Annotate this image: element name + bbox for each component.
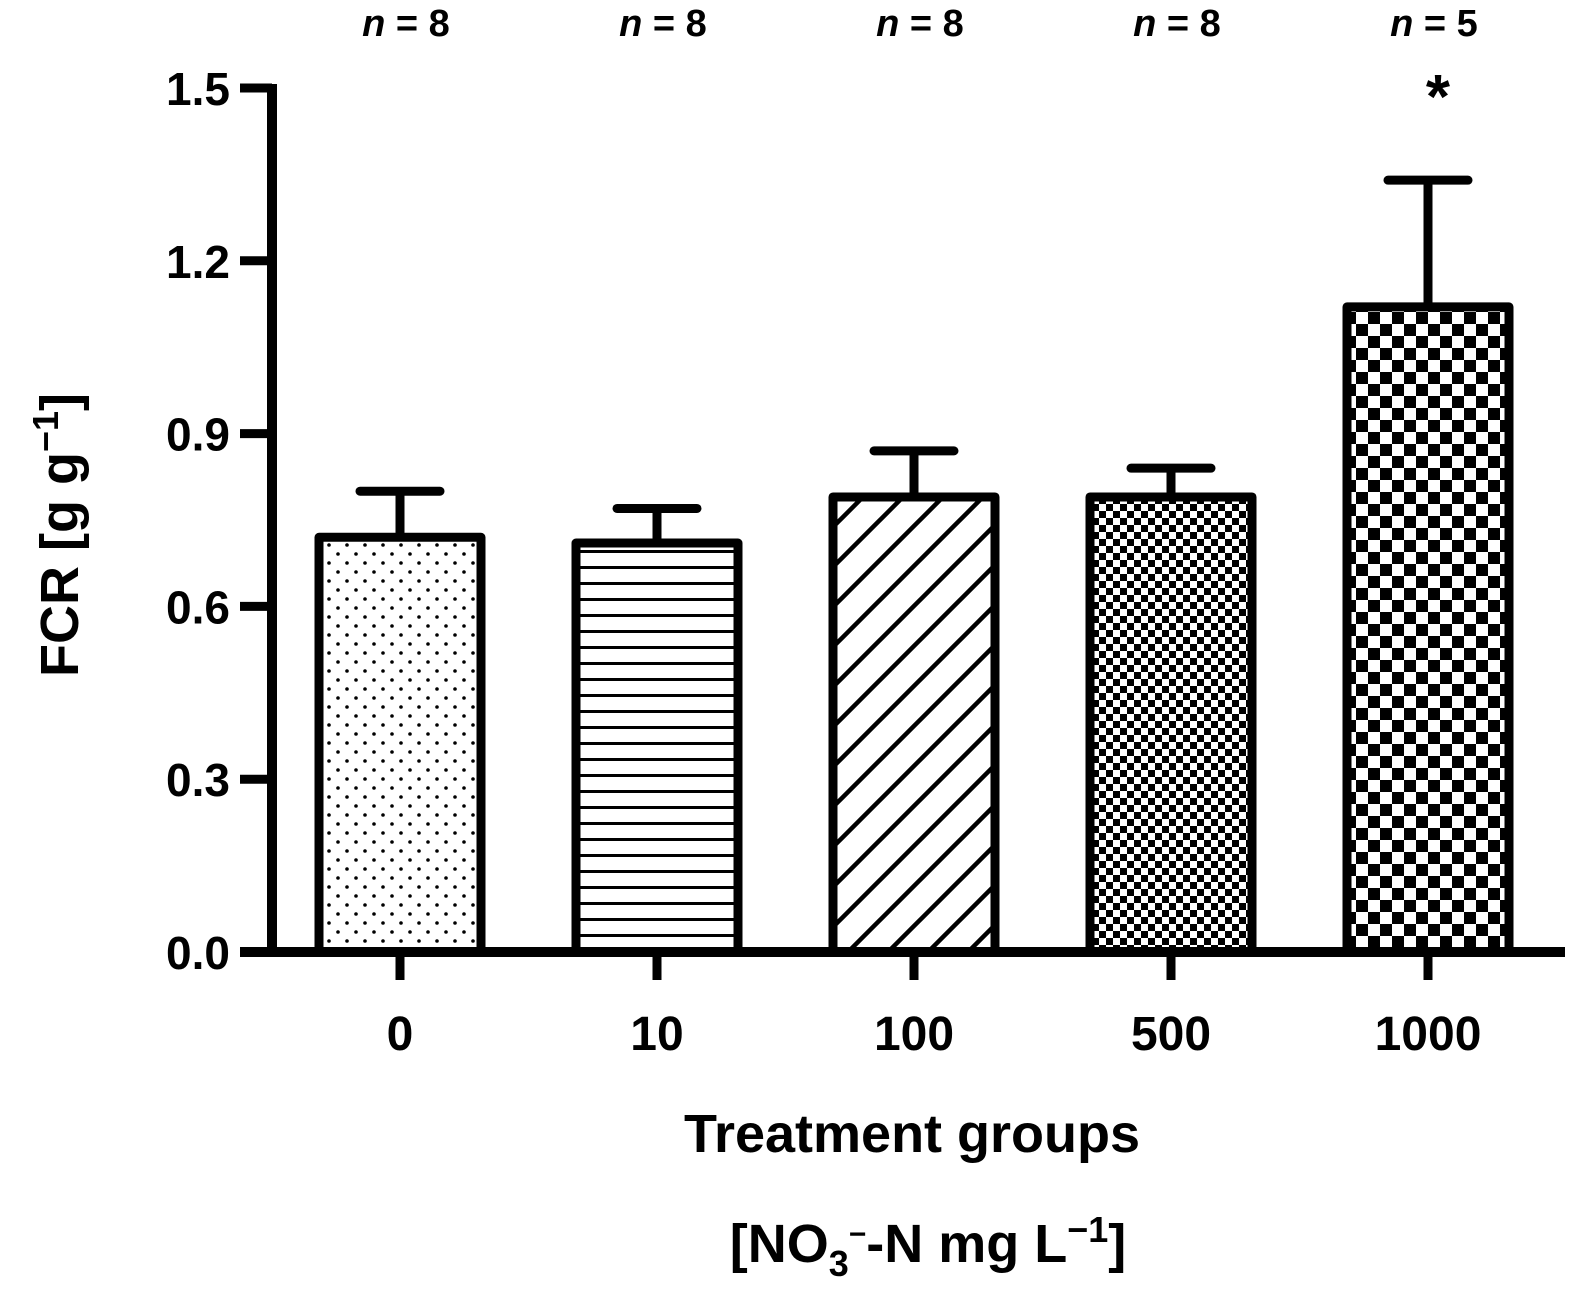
labels-layer: 0 n = 8 10 n = 8 100 n = 8 500 n = 8 1000 n = 5 * 0… <box>166 3 1481 1061</box>
bars-layer <box>314 175 1514 957</box>
sample-size-label: n = 8 <box>1133 3 1221 45</box>
y-tick-label: 0.6 <box>166 581 230 633</box>
sample-size-label: n = 8 <box>362 3 450 45</box>
y-tick-label: 1.2 <box>166 236 230 288</box>
x-tick-label: 10 <box>630 1008 683 1061</box>
bar <box>314 532 486 957</box>
sample-size-label: n = 8 <box>876 3 964 45</box>
axes-layer <box>240 83 1565 980</box>
y-axis-title: FCR [g g−1] <box>25 393 90 677</box>
y-tick-label: 1.5 <box>166 63 230 115</box>
bar <box>1342 302 1514 957</box>
svg-text:FCR [g g−1]: FCR [g g−1] <box>25 393 90 677</box>
x-tick-label: 1000 <box>1375 1008 1482 1061</box>
significance-marker: * <box>1426 63 1451 132</box>
x-axis-title: Treatment groups <box>684 1104 1140 1164</box>
sample-size-label: n = 5 <box>1390 3 1478 45</box>
bar <box>828 492 1000 957</box>
x-tick-label: 100 <box>874 1008 954 1061</box>
bar <box>1085 492 1257 957</box>
bar <box>571 538 743 957</box>
y-tick-label: 0.0 <box>166 927 230 979</box>
sample-size-label: n = 8 <box>619 3 707 45</box>
y-tick-label: 0.9 <box>166 409 230 461</box>
x-axis-unit-label: [NO3−-N mg L−1] <box>730 1209 1127 1284</box>
x-tick-label: 0 <box>387 1008 414 1061</box>
y-tick-label: 0.3 <box>166 754 230 806</box>
x-tick-label: 500 <box>1131 1008 1211 1061</box>
